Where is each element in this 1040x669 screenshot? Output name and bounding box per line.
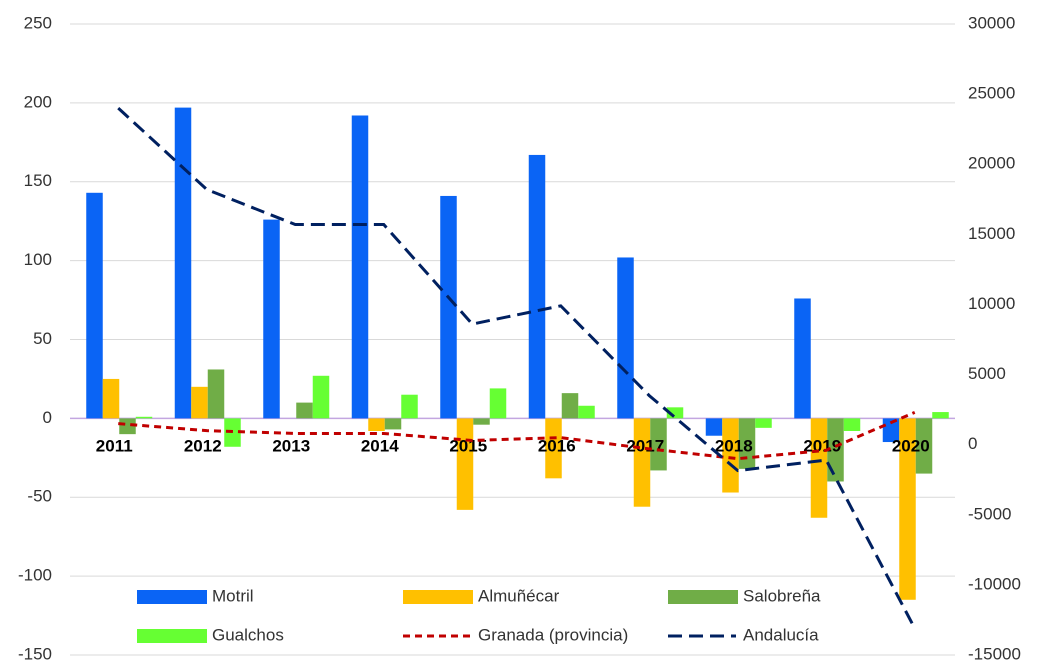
x-tick-label: 2012 — [184, 436, 222, 455]
bar — [119, 418, 136, 435]
bar — [528, 154, 546, 419]
y2-tick-label: 25000 — [968, 84, 1015, 103]
x-tick-label: 2017 — [626, 436, 664, 455]
bar — [755, 418, 772, 428]
bar — [738, 418, 756, 469]
bar — [650, 418, 667, 471]
bar — [617, 257, 634, 419]
bar — [312, 375, 330, 419]
y-tick-label: 150 — [24, 171, 52, 190]
y-tick-label: -50 — [27, 487, 52, 506]
bar — [882, 418, 900, 443]
bar — [545, 418, 562, 479]
y2-tick-label: -15000 — [968, 644, 1021, 663]
bar — [401, 394, 418, 419]
x-tick-label: 2020 — [892, 436, 930, 455]
bar — [915, 418, 933, 474]
y-tick-label: -150 — [18, 644, 52, 663]
legend-label: Andalucía — [743, 625, 819, 644]
y2-tick-label: 0 — [968, 434, 977, 453]
bar — [296, 402, 313, 419]
bar — [207, 369, 225, 419]
bar — [810, 418, 828, 518]
x-tick-label: 2014 — [361, 436, 399, 455]
y2-tick-label: -10000 — [968, 574, 1021, 593]
bar — [561, 393, 579, 419]
y-tick-label: 50 — [33, 329, 52, 348]
bar — [368, 418, 385, 431]
legend-swatch — [668, 590, 738, 604]
y2-tick-label: 30000 — [968, 13, 1015, 32]
bar — [440, 195, 457, 419]
x-tick-label: 2016 — [538, 436, 576, 455]
x-tick-label: 2013 — [272, 436, 310, 455]
bar — [174, 107, 192, 419]
y-tick-label: 100 — [24, 250, 52, 269]
legend-label: Gualchos — [212, 625, 284, 644]
bar — [722, 418, 739, 493]
bar — [578, 405, 595, 419]
bar — [456, 418, 474, 510]
y2-tick-label: 5000 — [968, 364, 1006, 383]
legend-swatch — [137, 590, 207, 604]
bar — [191, 386, 208, 419]
bar — [102, 378, 120, 419]
bar — [263, 219, 280, 419]
legend-label: Almuñécar — [478, 586, 560, 605]
legend-swatch — [137, 629, 207, 643]
y-tick-label: -100 — [18, 566, 52, 585]
y2-tick-label: 20000 — [968, 154, 1015, 173]
legend-label: Granada (provincia) — [478, 625, 628, 644]
y-tick-label: 0 — [43, 408, 52, 427]
bar — [794, 298, 811, 419]
bar — [86, 192, 103, 419]
bar — [351, 115, 369, 419]
y2-tick-label: -5000 — [968, 504, 1011, 523]
bar — [384, 418, 402, 430]
bar — [135, 416, 153, 419]
y2-tick-label: 15000 — [968, 224, 1015, 243]
bar — [666, 407, 684, 419]
bar — [489, 388, 507, 419]
bar — [843, 418, 861, 431]
bar — [899, 418, 916, 600]
legend-swatch — [403, 590, 473, 604]
x-tick-label: 2011 — [96, 436, 133, 455]
bar — [705, 418, 723, 436]
line — [118, 411, 916, 461]
bar — [932, 412, 949, 419]
y2-tick-label: 10000 — [968, 294, 1015, 313]
bar — [633, 418, 651, 507]
bar — [473, 418, 490, 425]
y-tick-label: 200 — [24, 92, 52, 111]
y-tick-label: 250 — [24, 13, 52, 32]
legend-label: Salobreña — [743, 586, 821, 605]
legend-label: Motril — [212, 586, 254, 605]
bar — [827, 418, 844, 482]
x-tick-label: 2018 — [715, 436, 753, 455]
